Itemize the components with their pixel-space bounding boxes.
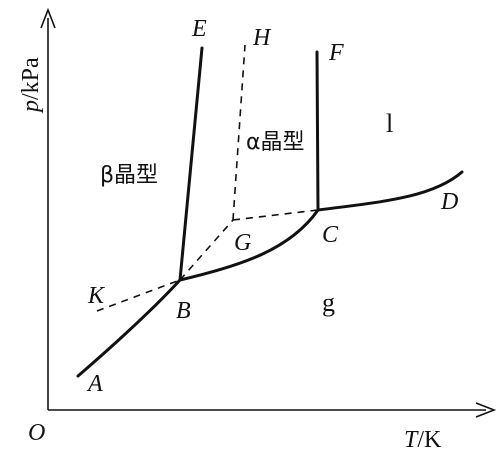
dashed-GC bbox=[232, 209, 319, 221]
label-K: K bbox=[87, 283, 106, 309]
curve-CF bbox=[315, 50, 320, 212]
label-B: B bbox=[176, 298, 191, 324]
label-G: G bbox=[234, 230, 251, 256]
label-H: H bbox=[252, 25, 272, 51]
label-A: A bbox=[86, 371, 103, 397]
curve-AB bbox=[76, 278, 182, 378]
x-axis-label: T/K bbox=[404, 427, 442, 453]
dashed-KB bbox=[96, 279, 181, 312]
region-beta: β晶型 bbox=[100, 163, 158, 188]
dashed-GH bbox=[232, 44, 246, 221]
curve-BC bbox=[178, 208, 320, 282]
dashed-BG bbox=[179, 219, 234, 281]
region-alpha: α晶型 bbox=[246, 130, 305, 155]
label-F: F bbox=[328, 40, 344, 66]
curve-CD bbox=[316, 170, 464, 212]
origin-label: O bbox=[28, 420, 45, 446]
label-E: E bbox=[191, 16, 207, 42]
label-C: C bbox=[322, 222, 339, 248]
label-D: D bbox=[440, 189, 458, 215]
curve-BE bbox=[178, 46, 204, 282]
y-axis-arrowhead bbox=[40, 7, 56, 29]
region-gas: g bbox=[322, 288, 335, 317]
x-axis-arrowhead bbox=[475, 402, 497, 418]
region-liquid: l bbox=[386, 109, 393, 138]
y-axis-label: p/kPa bbox=[18, 57, 44, 114]
